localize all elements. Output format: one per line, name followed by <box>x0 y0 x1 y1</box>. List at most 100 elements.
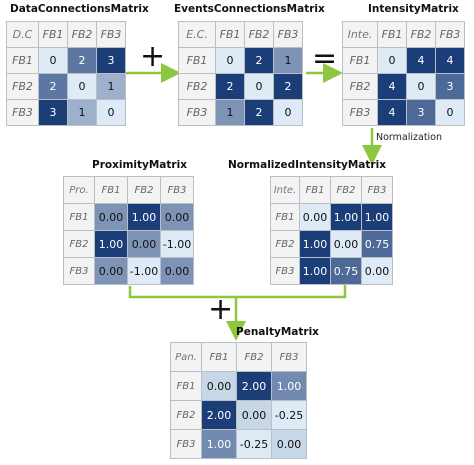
matrix-cell: 3 <box>435 73 465 100</box>
matrix-cell: 0 <box>244 73 274 100</box>
matrix-cell: 0.75 <box>361 230 393 258</box>
row-header: FB2 <box>178 73 216 100</box>
matrix-cell: 0 <box>435 99 465 126</box>
matrix-corner-label: D.C <box>6 21 39 48</box>
column-header: FB3 <box>273 21 303 48</box>
matrix-cell: -0.25 <box>236 429 272 459</box>
matrix-cell: 0.00 <box>201 371 237 401</box>
matrix-cell: 0.00 <box>94 257 128 285</box>
normalized-intensity-matrix: Inte. FB1 FB2 FB3 FB1 0.00 1.00 1.00 FB2 1.00 0.00… <box>270 176 393 285</box>
matrix-cell: 4 <box>377 99 407 126</box>
matrix-cell: 0.00 <box>236 400 272 430</box>
column-header: FB3 <box>361 176 393 204</box>
column-header: FB3 <box>271 342 307 372</box>
row-header: FB3 <box>6 99 39 126</box>
matrix-cell: 0.00 <box>160 257 194 285</box>
normalized-intensity-title: NormalizedIntensityMatrix <box>228 159 386 171</box>
matrix-cell: 1.00 <box>127 203 161 231</box>
row-header: FB1 <box>170 371 202 401</box>
row-header: FB1 <box>6 47 39 74</box>
data-connections-title: DataConnectionsMatrix <box>10 3 149 15</box>
matrix-cell: 3 <box>96 47 126 74</box>
row-header: FB2 <box>170 400 202 430</box>
normalization-label: Normalization <box>376 132 443 143</box>
plus-operator-top: + <box>140 39 166 74</box>
matrix-cell: 4 <box>377 73 407 100</box>
equals-operator: = <box>312 41 338 76</box>
matrix-cell: 1.00 <box>361 203 393 231</box>
row-header: FB2 <box>6 73 39 100</box>
row-header: FB1 <box>63 203 95 231</box>
matrix-cell: -1.00 <box>127 257 161 285</box>
matrix-cell: 1.00 <box>271 371 307 401</box>
events-connections-matrix: E.C. FB1 FB2 FB3 FB1 0 2 1 FB2 2 0 2 FB3 1 2 0 <box>178 21 303 126</box>
matrix-cell: 0.75 <box>330 257 362 285</box>
column-header: FB2 <box>244 21 274 48</box>
column-header: FB2 <box>127 176 161 204</box>
matrix-cell: 2 <box>244 47 274 74</box>
matrix-cell: 0.00 <box>299 203 331 231</box>
matrix-cell: 3 <box>406 99 436 126</box>
row-header: FB3 <box>342 99 378 126</box>
matrix-cell: 1.00 <box>330 203 362 231</box>
row-header: FB3 <box>63 257 95 285</box>
matrix-cell: 0 <box>273 99 303 126</box>
proximity-title: ProximityMatrix <box>92 159 187 171</box>
column-header: FB1 <box>377 21 407 48</box>
matrix-cell: 1.00 <box>299 230 331 258</box>
column-header: FB2 <box>330 176 362 204</box>
row-header: FB3 <box>178 99 216 126</box>
matrix-cell: 0 <box>67 73 97 100</box>
matrix-cell: 1 <box>96 73 126 100</box>
matrix-cell: 1.00 <box>201 429 237 459</box>
matrix-cell: 1 <box>273 47 303 74</box>
row-header: FB1 <box>342 47 378 74</box>
matrix-cell: 0 <box>38 47 68 74</box>
matrix-cell: 0.00 <box>361 257 393 285</box>
matrix-cell: -1.00 <box>160 230 194 258</box>
penalty-title: PenaltyMatrix <box>236 326 319 338</box>
matrix-corner-label: Inte. <box>270 176 300 204</box>
column-header: FB1 <box>299 176 331 204</box>
matrix-cell: 2 <box>215 73 245 100</box>
matrix-cell: 1 <box>67 99 97 126</box>
matrix-cell: 2.00 <box>236 371 272 401</box>
arrow-merge-to-penalty <box>128 280 347 335</box>
proximity-matrix: Pro. FB1 FB2 FB3 FB1 0.00 1.00 0.00 FB2 1.00 0.00-… <box>63 176 194 285</box>
matrix-cell: 1.00 <box>94 230 128 258</box>
data-connections-matrix: D.C FB1 FB2 FB3 FB1 0 2 3 FB2 2 0 1 FB3 3 1 0 <box>6 21 126 126</box>
column-header: FB1 <box>94 176 128 204</box>
matrix-cell: 2 <box>273 73 303 100</box>
matrix-cell: 4 <box>406 47 436 74</box>
column-header: FB2 <box>236 342 272 372</box>
plus-operator-bottom: + <box>208 292 234 327</box>
column-header: FB3 <box>160 176 194 204</box>
events-connections-title: EventsConnectionsMatrix <box>174 3 325 15</box>
column-header: FB3 <box>435 21 465 48</box>
matrix-cell: -0.25 <box>271 400 307 430</box>
row-header: FB3 <box>170 429 202 459</box>
matrix-cell: 0.00 <box>330 230 362 258</box>
row-header: FB2 <box>270 230 300 258</box>
matrix-cell: 0.00 <box>271 429 307 459</box>
matrix-cell: 0 <box>377 47 407 74</box>
matrix-cell: 2 <box>38 73 68 100</box>
column-header: FB3 <box>96 21 126 48</box>
matrix-cell: 0 <box>406 73 436 100</box>
matrix-cell: 2 <box>67 47 97 74</box>
matrix-cell: 1.00 <box>299 257 331 285</box>
matrix-cell: 0.00 <box>127 230 161 258</box>
matrix-corner-label: Pro. <box>63 176 95 204</box>
matrix-cell: 2.00 <box>201 400 237 430</box>
matrix-cell: 3 <box>38 99 68 126</box>
row-header: FB3 <box>270 257 300 285</box>
matrix-corner-label: E.C. <box>178 21 216 48</box>
column-header: FB2 <box>67 21 97 48</box>
row-header: FB1 <box>178 47 216 74</box>
penalty-matrix: Pan. FB1 FB2 FB3 FB1 0.00 2.00 1.00 FB2 2.00 0.00-… <box>170 342 307 459</box>
intensity-matrix: Inte. FB1 FB2 FB3 FB1 0 4 4 FB2 4 0 3 FB3 4 3 0 <box>342 21 465 126</box>
column-header: FB1 <box>201 342 237 372</box>
matrix-corner-label: Pan. <box>170 342 202 372</box>
matrix-cell: 4 <box>435 47 465 74</box>
